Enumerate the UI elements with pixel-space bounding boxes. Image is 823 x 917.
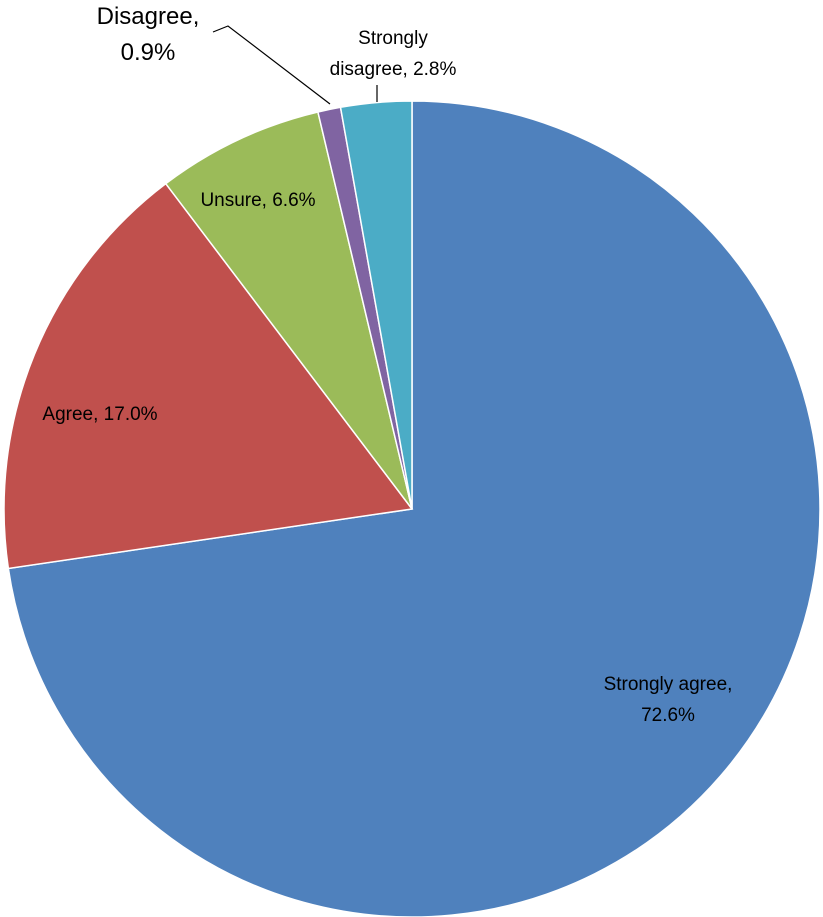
data-label-line: Agree, 17.0% xyxy=(42,404,157,425)
data-label-line: Disagree, xyxy=(97,3,200,30)
pie-slices xyxy=(3,100,821,917)
data-labels: Strongly agree, 72.6% Agree, 17.0% Unsure, … xyxy=(42,3,732,726)
data-label-disagree: Disagree, 0.9% xyxy=(97,3,200,66)
data-label-strongly-agree: Strongly agree, 72.6% xyxy=(604,674,733,726)
data-label-line: Unsure, 6.6% xyxy=(200,190,315,211)
pie-slice-agree xyxy=(3,182,414,570)
data-label-unsure: Unsure, 6.6% xyxy=(200,190,315,211)
leader-line-disagree xyxy=(212,25,331,105)
pie-slice-unsure xyxy=(164,111,413,510)
pie-slice-strongly-agree xyxy=(7,100,821,917)
leader-lines xyxy=(212,25,378,105)
data-label-line: disagree, 2.8% xyxy=(330,59,457,80)
data-label-line: 72.6% xyxy=(641,705,695,726)
data-label-line: 0.9% xyxy=(121,39,176,66)
data-label-line: Strongly xyxy=(358,28,428,49)
data-label-strongly-disagree: Strongly disagree, 2.8% xyxy=(330,28,457,80)
data-label-agree: Agree, 17.0% xyxy=(42,404,157,425)
data-label-line: Strongly agree, xyxy=(604,674,733,695)
pie-slice-strongly-disagree xyxy=(339,100,413,510)
